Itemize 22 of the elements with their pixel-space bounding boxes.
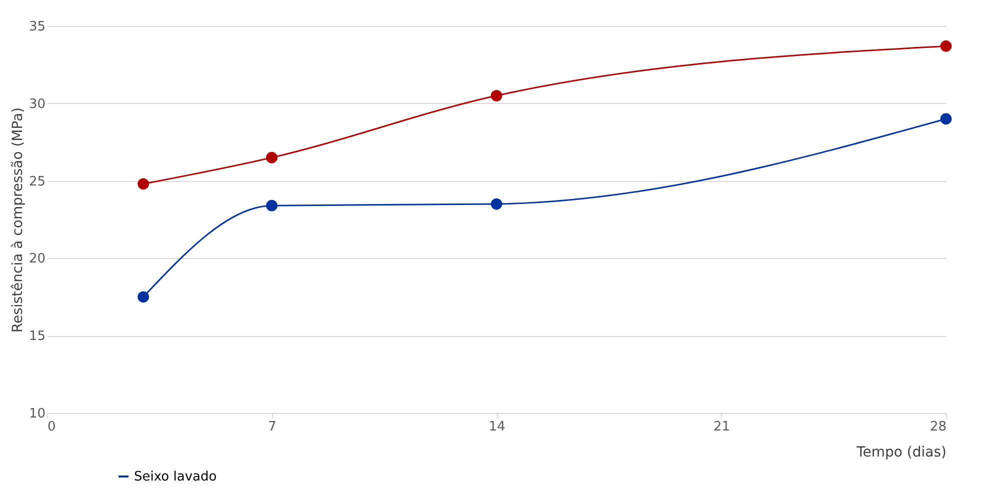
point	[940, 113, 952, 125]
point	[138, 291, 150, 303]
x-tick-label: 21	[713, 420, 730, 434]
x-tick-label: 28	[930, 420, 946, 434]
x-tick-label: 0	[48, 420, 56, 434]
point	[490, 198, 502, 210]
x-tick-label: 7	[268, 420, 276, 434]
point	[940, 40, 952, 52]
x-axis-title: Tempo (dias)	[856, 444, 946, 460]
y-tick-label: 15	[28, 329, 46, 344]
y-tick-label: 30	[28, 96, 46, 112]
x-tick-label: 14	[488, 420, 506, 434]
point	[490, 90, 502, 102]
point	[266, 152, 278, 164]
y-tick-label: 20	[28, 252, 46, 267]
y-tick-label: 25	[28, 174, 46, 190]
y-axis-title: Resistência à compressão (MPa)	[10, 107, 26, 333]
y-tick-label: 35	[28, 20, 46, 34]
legend-label: Seixo lavado	[134, 470, 217, 484]
y-tick-label: 10	[28, 406, 46, 422]
point	[266, 200, 278, 212]
point	[138, 178, 150, 190]
